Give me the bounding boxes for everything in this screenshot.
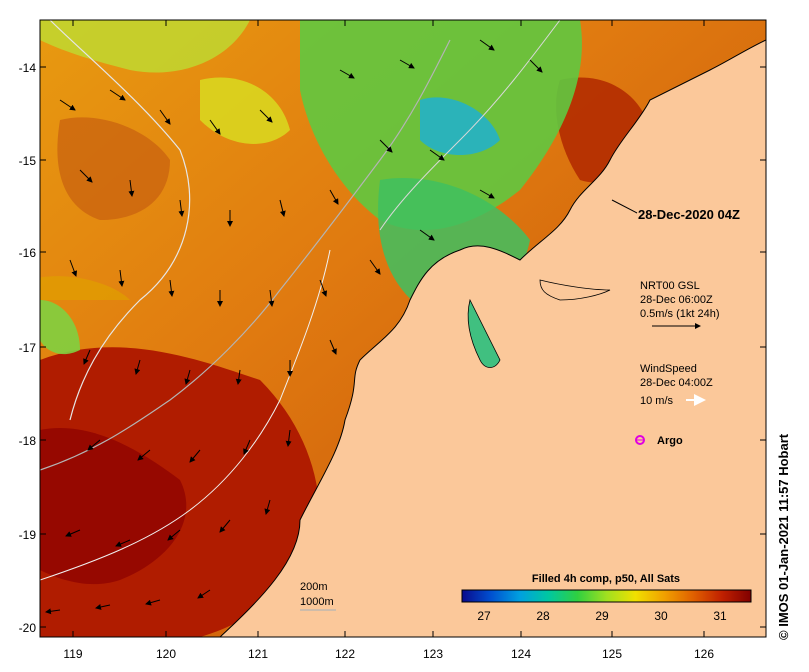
current-legend-title: NRT00 GSL — [640, 280, 700, 292]
image-timestamp: 28-Dec-2020 04Z — [638, 207, 740, 222]
colorbar-tick: 31 — [713, 609, 727, 623]
hottest-sst-region — [40, 428, 187, 585]
x-tick-label: 126 — [694, 647, 714, 661]
king-sound-gulf — [467, 298, 501, 368]
x-axis-ticks — [72, 20, 705, 637]
y-tick-label: -14 — [19, 61, 37, 75]
y-axis-ticks — [40, 66, 766, 628]
y-tick-label: -17 — [19, 341, 37, 355]
colorbar-title: Filled 4h comp, p50, All Sats — [532, 573, 680, 585]
current-legend-time: 28-Dec 06:00Z — [640, 294, 713, 306]
cool-patch-west — [40, 300, 80, 355]
timestamp-pointer — [611, 199, 638, 214]
isobath-white — [40, 249, 331, 581]
sst-colorbar: Filled 4h comp, p50, All Sats 27 28 29 3… — [461, 573, 752, 623]
colorbar-tick: 29 — [595, 609, 609, 623]
wind-legend-title: WindSpeed — [640, 363, 697, 375]
map-area — [40, 20, 766, 637]
x-tick-label: 120 — [156, 647, 176, 661]
coastal-inlet — [539, 279, 611, 301]
x-tick-label: 122 — [335, 647, 355, 661]
current-legend: NRT00 GSL 28-Dec 06:00Z 0.5m/s (1kt 24h) — [640, 280, 719, 329]
x-tick-label: 123 — [423, 647, 443, 661]
y-tick-label: -20 — [19, 621, 37, 635]
x-tick-label: 121 — [248, 647, 268, 661]
isobath-north — [379, 20, 561, 231]
isobath-1000m-label: 1000m — [300, 596, 334, 608]
colorbar-tick: 30 — [654, 609, 668, 623]
wind-legend: WindSpeed 28-Dec 04:00Z 10 m/s — [640, 363, 713, 407]
isobath-200m-label: 200m — [300, 581, 328, 593]
argo-label: Argo — [657, 435, 683, 447]
colorbar-swatch — [461, 589, 752, 603]
warm-band — [40, 276, 130, 300]
colorbar-tick: 28 — [536, 609, 550, 623]
current-vectors — [45, 39, 543, 615]
moderate-patch — [200, 77, 290, 144]
y-tick-label: -15 — [19, 154, 37, 168]
isobath-200m — [40, 39, 451, 471]
x-tick-label: 125 — [602, 647, 622, 661]
argo-legend: Argo — [635, 435, 683, 447]
cold-patch-blue — [420, 97, 500, 155]
map-frame — [39, 19, 767, 638]
y-tick-label: -16 — [19, 246, 37, 260]
warm-patch-west — [57, 117, 171, 220]
x-tick-label: 119 — [63, 647, 82, 661]
x-tick-label: 124 — [511, 647, 531, 661]
imos-credit-text: IMOS 01-Jan-2021 11:57 Hobart — [776, 433, 791, 627]
current-legend-scale: 0.5m/s (1kt 24h) — [640, 308, 719, 320]
isobath-legend: 200m 1000m — [300, 581, 336, 611]
isobath-1000m — [49, 20, 191, 421]
imos-credit: © IMOS 01-Jan-2021 11:57 Hobart — [776, 433, 791, 640]
colorbar-tick: 27 — [477, 609, 491, 623]
wind-legend-scale: 10 m/s — [640, 395, 674, 407]
land-kimberley — [219, 20, 766, 637]
wind-legend-time: 28-Dec 04:00Z — [640, 377, 713, 389]
y-tick-label: -19 — [19, 528, 37, 542]
y-tick-label: -18 — [19, 434, 37, 448]
